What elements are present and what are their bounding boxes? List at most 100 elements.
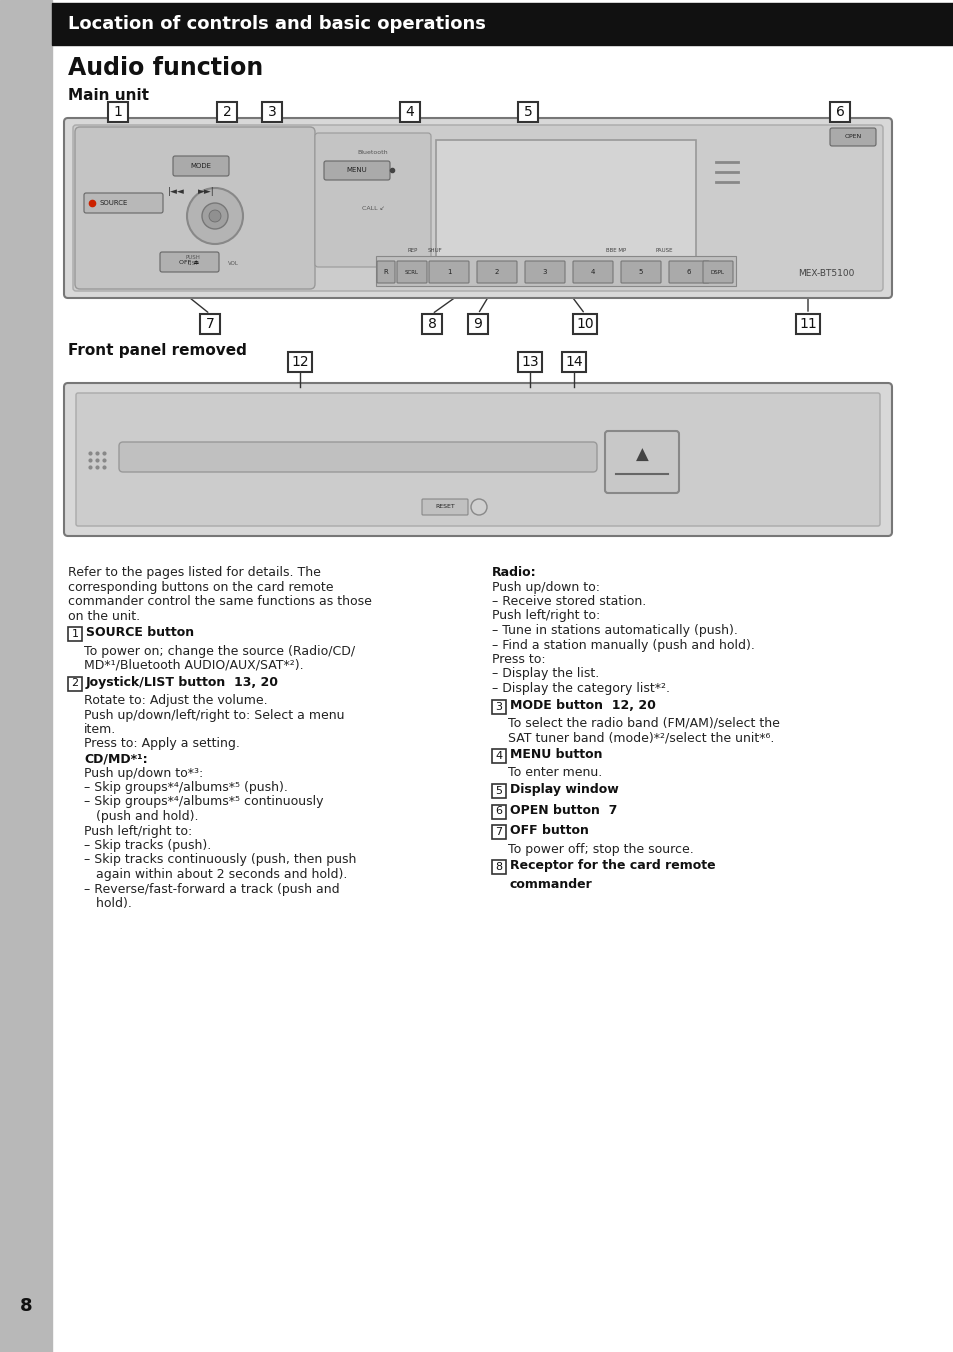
Text: R: R [383, 269, 388, 274]
FancyBboxPatch shape [396, 261, 427, 283]
Text: OFF button: OFF button [510, 825, 588, 837]
FancyBboxPatch shape [172, 155, 229, 176]
FancyBboxPatch shape [795, 314, 820, 334]
Text: Front panel removed: Front panel removed [68, 342, 247, 357]
Circle shape [187, 188, 243, 243]
Text: 7: 7 [495, 827, 502, 837]
Text: Receptor for the card remote: Receptor for the card remote [510, 860, 715, 872]
Text: Push left/right to:: Push left/right to: [84, 825, 193, 837]
FancyBboxPatch shape [64, 383, 891, 535]
Text: – Display the category list*².: – Display the category list*². [492, 681, 669, 695]
Bar [492, 699, 505, 714]
Text: Location of controls and basic operations: Location of controls and basic operation… [68, 15, 485, 32]
Text: 12: 12 [291, 356, 309, 369]
Text: item.: item. [84, 723, 116, 735]
Bar [68, 627, 82, 641]
Text: Audio function: Audio function [68, 55, 263, 80]
Text: Push left/right to:: Push left/right to: [492, 610, 599, 622]
Text: ▲: ▲ [635, 446, 648, 464]
Text: Radio:: Radio: [492, 566, 536, 579]
Bar [436, 141, 696, 264]
FancyBboxPatch shape [421, 314, 441, 334]
Text: 4: 4 [405, 105, 414, 119]
Text: To enter menu.: To enter menu. [507, 767, 601, 780]
Text: 8: 8 [20, 1297, 32, 1315]
FancyBboxPatch shape [573, 261, 613, 283]
FancyBboxPatch shape [119, 442, 597, 472]
FancyBboxPatch shape [288, 352, 312, 372]
Text: – Display the list.: – Display the list. [492, 668, 598, 680]
Text: commander: commander [510, 877, 592, 891]
Circle shape [202, 203, 228, 228]
Text: SCRL: SCRL [405, 269, 418, 274]
FancyBboxPatch shape [517, 352, 541, 372]
Text: 2: 2 [71, 679, 78, 688]
Text: 2: 2 [495, 269, 498, 274]
Text: – Tune in stations automatically (push).: – Tune in stations automatically (push). [492, 625, 737, 637]
Text: OPEN button  7: OPEN button 7 [510, 804, 617, 817]
FancyBboxPatch shape [517, 101, 537, 122]
Text: CALL ↙: CALL ↙ [361, 206, 384, 211]
Text: – Skip groups*⁴/albums*⁵ (push).: – Skip groups*⁴/albums*⁵ (push). [84, 781, 288, 794]
FancyBboxPatch shape [64, 118, 891, 297]
Bar [492, 749, 505, 763]
Bar [52, 3, 953, 45]
Text: RESET: RESET [435, 504, 455, 510]
Text: 4: 4 [590, 269, 595, 274]
FancyBboxPatch shape [476, 261, 517, 283]
Text: CD/MD*¹:: CD/MD*¹: [84, 752, 148, 765]
Text: 9: 9 [473, 316, 482, 331]
Text: To power off; stop the source.: To power off; stop the source. [507, 842, 693, 856]
Text: BBE MP: BBE MP [605, 247, 625, 253]
Text: 3: 3 [495, 702, 502, 711]
Text: 5: 5 [639, 269, 642, 274]
Text: on the unit.: on the unit. [68, 610, 140, 622]
FancyBboxPatch shape [604, 431, 679, 493]
FancyBboxPatch shape [108, 101, 128, 122]
Text: commander control the same functions as those: commander control the same functions as … [68, 595, 372, 608]
Text: hold).: hold). [84, 896, 132, 910]
Bar [492, 825, 505, 840]
Text: 7: 7 [206, 316, 214, 331]
Text: Bluetooth: Bluetooth [357, 150, 388, 154]
FancyBboxPatch shape [429, 261, 469, 283]
Text: ►►|: ►►| [198, 188, 214, 196]
Bar [68, 676, 82, 691]
Text: 1: 1 [113, 105, 122, 119]
Bar [0, 0, 52, 1352]
FancyBboxPatch shape [829, 101, 849, 122]
Text: Push up/down to*³:: Push up/down to*³: [84, 767, 203, 780]
Text: Display window: Display window [510, 784, 618, 796]
Text: – Skip tracks (push).: – Skip tracks (push). [84, 840, 211, 852]
Text: 4: 4 [495, 750, 502, 761]
Text: MENU: MENU [346, 168, 367, 173]
Text: MODE button  12, 20: MODE button 12, 20 [510, 699, 656, 713]
Text: Main unit: Main unit [68, 88, 149, 104]
FancyBboxPatch shape [376, 261, 395, 283]
FancyBboxPatch shape [262, 101, 282, 122]
Text: again within about 2 seconds and hold).: again within about 2 seconds and hold). [84, 868, 347, 882]
Bar [375, 256, 735, 287]
FancyBboxPatch shape [314, 132, 431, 266]
Text: SAT tuner band (mode)*²/select the unit*⁶.: SAT tuner band (mode)*²/select the unit*… [507, 731, 774, 745]
Text: 6: 6 [835, 105, 843, 119]
FancyBboxPatch shape [573, 314, 597, 334]
Text: – Receive stored station.: – Receive stored station. [492, 595, 645, 608]
FancyBboxPatch shape [668, 261, 708, 283]
FancyBboxPatch shape [73, 124, 882, 291]
Text: MD*¹/Bluetooth AUDIO/AUX/SAT*²).: MD*¹/Bluetooth AUDIO/AUX/SAT*²). [84, 658, 303, 672]
Text: To power on; change the source (Radio/CD/: To power on; change the source (Radio/CD… [84, 645, 355, 657]
Text: – Find a station manually (push and hold).: – Find a station manually (push and hold… [492, 638, 754, 652]
Circle shape [471, 499, 486, 515]
Text: 6: 6 [495, 807, 502, 817]
Text: 10: 10 [576, 316, 593, 331]
Text: VOL: VOL [228, 261, 238, 266]
Text: 1: 1 [71, 629, 78, 639]
Text: Rotate to: Adjust the volume.: Rotate to: Adjust the volume. [84, 694, 268, 707]
Text: 14: 14 [564, 356, 582, 369]
Text: SOURCE button: SOURCE button [86, 626, 193, 639]
FancyBboxPatch shape [468, 314, 488, 334]
Text: 3: 3 [268, 105, 276, 119]
FancyBboxPatch shape [216, 101, 236, 122]
FancyBboxPatch shape [702, 261, 732, 283]
